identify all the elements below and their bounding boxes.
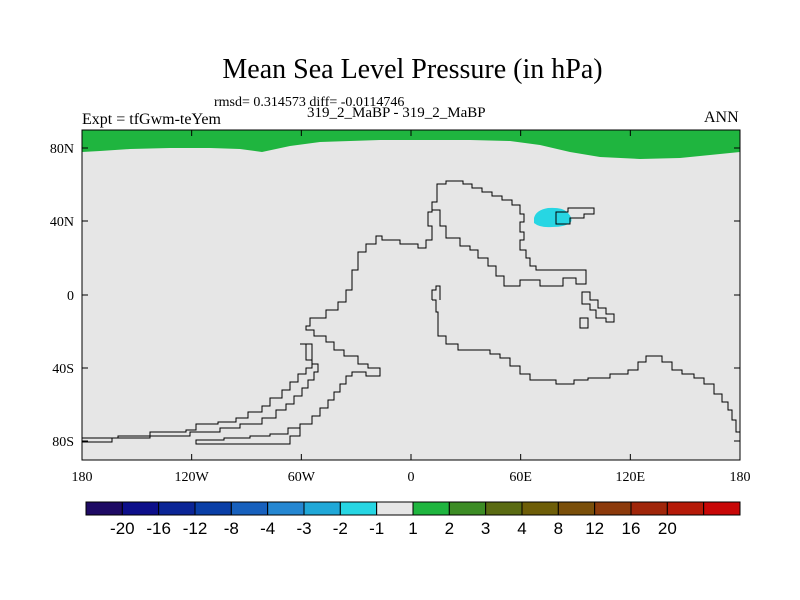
x-tick-label: 0 [408,470,415,485]
y-tick-label: 0 [67,289,74,304]
coastline-outlines [81,180,740,445]
colorbar-swatch [594,501,632,516]
stats-line: rmsd= 0.314573 diff= -0.0114746 [214,95,405,110]
colorbar-label: 12 [585,519,604,538]
season-label: ANN [704,109,739,126]
x-tick-label: 180 [730,470,751,485]
antarctic-ridge-coastline [81,343,319,443]
experiment-label: Expt = tfGwm-teYem [82,111,221,128]
arctic-positive-anomaly [82,130,740,159]
colorbar-label: 20 [658,519,677,538]
colorbar-label: -8 [224,519,239,538]
y-tick-label: 40S [52,362,74,377]
colorbar-label: -4 [260,519,275,538]
y-tick-label: 80S [52,435,74,450]
x-tick-label: 60E [509,470,532,485]
case-comparison-label: 319_2_MaBP - 319_2_MaBP [307,105,486,121]
colorbar-label: 2 [445,519,454,538]
y-axis: 80N 40N 0 40S 80S [50,142,740,450]
chart-title: Mean Sea Level Pressure (in hPa) [222,54,603,85]
colorbar-swatch [485,501,523,516]
colorbar-label: -3 [296,519,311,538]
colorbar-label: -20 [110,519,135,538]
small-island-coastline [579,317,589,329]
indian-island-coastline [581,291,615,323]
colorbar-swatch [121,501,160,516]
colorbar-label: 4 [517,519,526,538]
colorbar-swatch [666,501,705,516]
colorbar-swatch [448,501,487,516]
colorbar-swatch [230,501,269,516]
colorbar-swatch [376,501,414,516]
y-tick-label: 80N [50,142,74,157]
x-tick-label: 120E [616,470,646,485]
africa-coastline [432,299,740,433]
colorbar-label: -1 [369,519,384,538]
colorbar-label: -12 [183,519,208,538]
africa-west-coastline [431,285,441,300]
colorbar-swatch [557,501,596,516]
colorbar [85,501,741,516]
colorbar-label: -16 [146,519,171,538]
map-background [82,130,740,460]
colorbar-label: 3 [481,519,490,538]
colorbar-swatch [158,501,196,516]
europe-coastline [305,202,433,377]
colorbar-swatch [630,501,668,516]
colorbar-swatch [194,501,232,516]
y-tick-label: 40N [50,215,74,230]
colorbar-swatch [521,501,559,516]
asia-negative-anomaly [534,207,572,228]
x-tick-label: 180 [72,470,93,485]
colorbar-swatch [703,501,741,516]
caspian-coastline [555,207,595,225]
colorbar-swatch [267,501,305,516]
x-tick-label: 120W [175,470,210,485]
colorbar-labels: -20 -16 -12 -8 -4 -3 -2 -1 1 2 3 4 8 12 16 20 [110,519,677,538]
asia-coastline [431,180,587,287]
x-tick-label: 60W [288,470,316,485]
colorbar-label: -2 [333,519,348,538]
colorbar-swatch [412,501,450,516]
colorbar-swatch [339,501,378,516]
colorbar-label: 16 [622,519,641,538]
colorbar-swatch [85,501,123,516]
south-america-coastline [195,371,376,445]
x-axis: 180 120W 60W 0 60E 120E 180 [72,130,751,485]
colorbar-swatch [303,501,341,516]
colorbar-label: 1 [408,519,417,538]
colorbar-label: 8 [554,519,563,538]
